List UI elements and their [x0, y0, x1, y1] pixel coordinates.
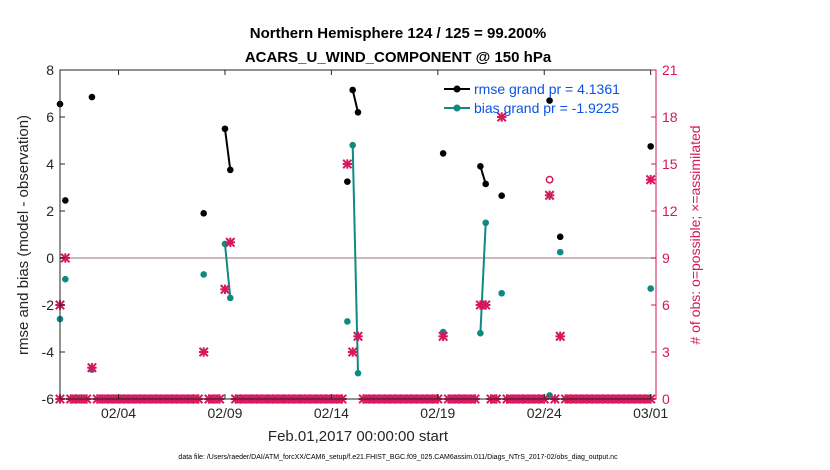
y-left-tick-label: 6: [46, 109, 54, 125]
x-tick-label: 02/19: [420, 405, 455, 421]
legend-rmse-marker: [453, 85, 461, 93]
rmse-point: [226, 166, 234, 174]
y-axis-right-ticks: 0 3 6 9 12 15 18 21: [651, 62, 678, 407]
rmse-line: [351, 89, 359, 113]
obs-assimilated-marker: [480, 300, 491, 310]
y-right-tick-label: 21: [662, 62, 678, 78]
y-right-tick-label: 12: [662, 203, 678, 219]
y-right-tick-label: 18: [662, 109, 678, 125]
bias-point: [482, 219, 490, 227]
bias-point: [354, 369, 362, 377]
bias-point: [546, 392, 553, 399]
chart-subtitle: ACARS_U_WIND_COMPONENT @ 150 hPa: [245, 49, 552, 66]
y-left-tick-label: -2: [42, 297, 55, 313]
rmse-point: [556, 233, 564, 241]
obs-assimilated-marker: [225, 237, 236, 248]
bias-point: [556, 248, 564, 256]
x-axis-label: Feb.01,2017 00:00:00 start: [268, 428, 449, 445]
legend: rmse grand pr = 4.1361 bias grand pr = -…: [444, 81, 620, 116]
obs-assimilated-marker: [87, 362, 97, 373]
bias-point: [226, 294, 234, 302]
x-tick-label: 02/14: [314, 405, 349, 421]
bias-point: [349, 141, 356, 149]
rmse-point: [482, 180, 490, 188]
rmse-point: [221, 125, 229, 133]
rmse-point: [200, 210, 207, 217]
obs-assimilated-marker: [555, 331, 566, 342]
bias-line: [479, 222, 487, 334]
rmse-line: [223, 128, 232, 171]
obs-assimilated-marker: [347, 347, 358, 357]
y-axis-left-ticks: -6 -4 -2 0 2 4 6 8: [42, 62, 65, 407]
legend-bias-label: bias grand pr = -1.9225: [474, 100, 619, 116]
x-tick-label: 03/01: [633, 405, 668, 421]
y-right-tick-label: 0: [662, 391, 670, 407]
obs-assimilated-marker: [438, 331, 449, 342]
plot-area: [55, 69, 657, 404]
obs-assimilated-marker: [353, 331, 363, 342]
rmse-point: [498, 192, 505, 200]
chart-title: Northern Hemisphere 124 / 125 = 99.200%: [250, 25, 546, 42]
y-left-tick-label: -4: [42, 344, 55, 360]
bias-point: [647, 285, 654, 292]
y-right-tick-label: 15: [662, 156, 678, 172]
obs-possible-marker: [545, 175, 554, 184]
bias-point: [498, 289, 505, 297]
obs-assimilated-marker: [544, 190, 555, 201]
y-axis-left-label: rmse and bias (model - observation): [15, 115, 32, 355]
bias-point: [344, 318, 351, 325]
obs-assimilated-marker: [645, 174, 656, 185]
rmse-point: [88, 93, 96, 101]
legend-rmse-label: rmse grand pr = 4.1361: [474, 81, 620, 97]
rmse-point: [546, 97, 553, 104]
y-right-tick-label: 9: [662, 250, 670, 266]
rmse-point: [354, 109, 362, 116]
obs-assimilated-marker: [496, 112, 507, 122]
y-left-tick-label: 0: [46, 250, 54, 266]
x-tick-label: 02/09: [207, 405, 242, 421]
rmse-point: [349, 86, 356, 94]
bias-point: [477, 329, 484, 337]
obs-assimilated-marker: [342, 159, 353, 169]
y-axis-right-label: # of obs: o=possible; ×=assimilated: [687, 125, 703, 344]
y-right-tick-label: 3: [662, 344, 670, 360]
y-left-tick-label: -6: [42, 391, 55, 407]
bias-point: [62, 275, 69, 283]
bias-point: [200, 271, 207, 278]
y-left-tick-label: 2: [46, 203, 54, 219]
rmse-point: [439, 150, 447, 157]
legend-bias-marker: [453, 104, 461, 112]
obs-assimilated-marker: [220, 284, 230, 295]
y-left-tick-label: 8: [46, 62, 54, 78]
rmse-point: [62, 197, 69, 204]
rmse-point: [647, 143, 654, 150]
x-tick-label: 02/04: [101, 405, 136, 421]
rmse-point: [477, 163, 484, 170]
y-left-tick-label: 4: [46, 156, 54, 172]
x-axis-ticks: 02/04 02/09 02/14 02/19 02/24 03/01: [101, 70, 668, 421]
rmse-point: [344, 178, 351, 185]
obs-assimilated-marker: [198, 347, 209, 357]
data-file-footer: data file: /Users/raeder/DAI/ATM_forcXX/…: [178, 454, 618, 461]
x-tick-label: 02/24: [527, 405, 562, 421]
y-right-tick-label: 6: [662, 297, 670, 313]
